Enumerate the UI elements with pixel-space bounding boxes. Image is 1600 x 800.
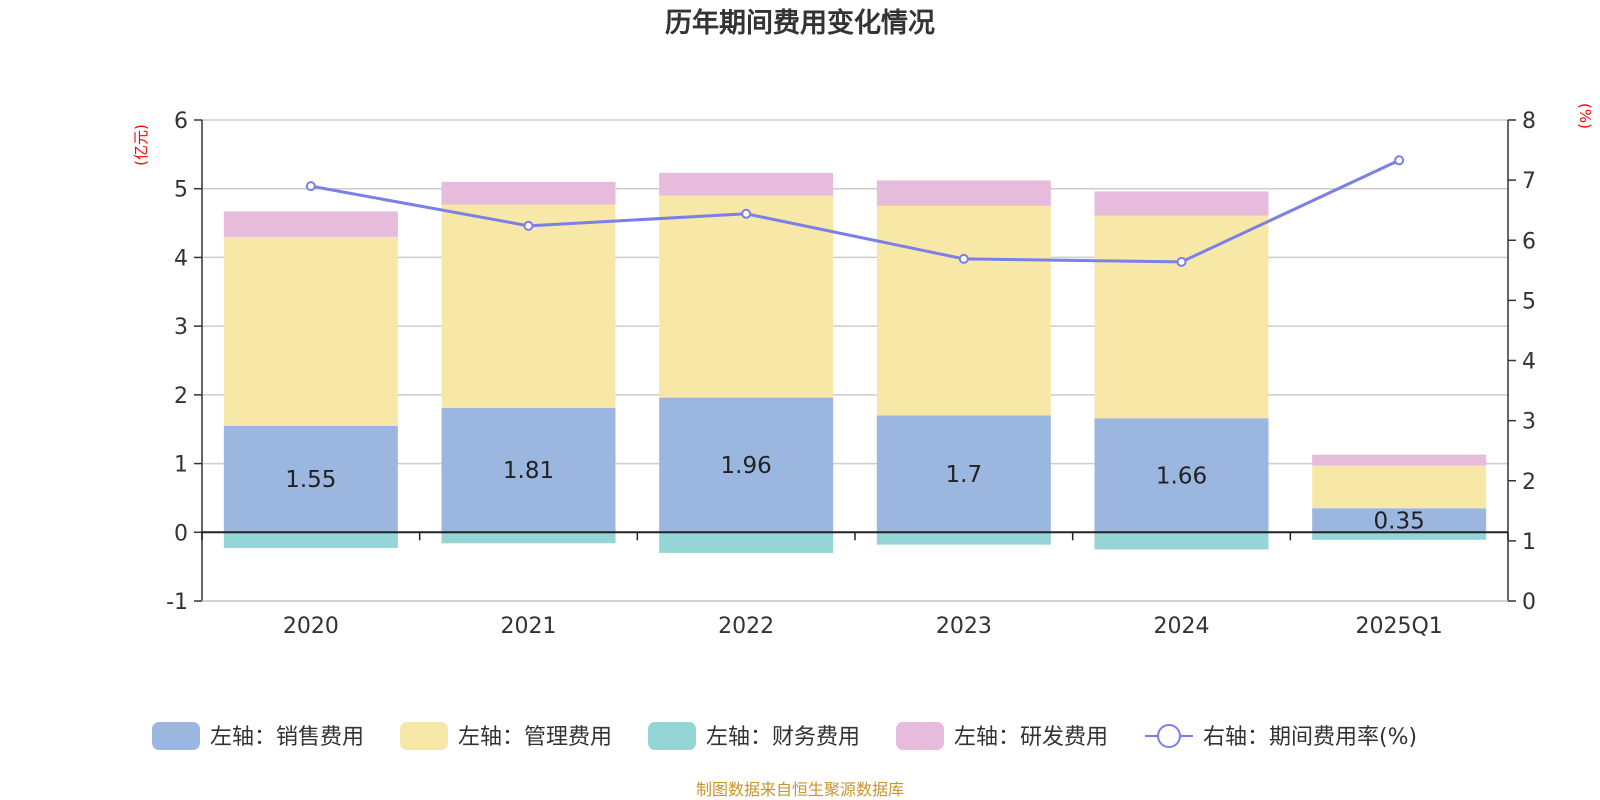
bar-左轴-管理费用	[223, 236, 398, 426]
right-tick-label: 4	[1522, 350, 1536, 375]
legend-swatch	[152, 722, 200, 750]
left-tick-label: 3	[174, 315, 188, 340]
left-tick-label: 5	[174, 178, 188, 203]
bar-左轴-销售费用	[223, 425, 398, 533]
legend-label: 左轴：研发费用	[954, 725, 1108, 750]
bar-左轴-管理费用	[1312, 465, 1487, 509]
x-tick-label: 2021	[501, 614, 557, 639]
bar-左轴-管理费用	[441, 204, 616, 408]
bar-左轴-财务费用	[659, 532, 834, 553]
rate-point	[1394, 155, 1405, 166]
left-axis-unit: (亿元)	[132, 124, 150, 166]
bar-左轴-财务费用	[1312, 532, 1487, 540]
bar-左轴-财务费用	[441, 532, 616, 544]
axes: -1 0 1 2 3 4 5 6 0 1 2 3 4 5 6 7 8 2020 2021 2022 2023 2024 20…	[166, 109, 1536, 639]
bar-value-label: 1.81	[503, 458, 554, 484]
chart-title: 历年期间费用变化情况	[665, 7, 935, 39]
x-tick-label: 2025Q1	[1356, 614, 1443, 639]
bar-左轴-管理费用	[876, 205, 1051, 416]
legend-marker	[1157, 724, 1181, 748]
legend: 左轴：销售费用 左轴：管理费用 左轴：财务费用 左轴：研发费用 右轴：期间费用率(%)	[152, 722, 1417, 750]
bar-左轴-销售费用	[441, 407, 616, 533]
rate-line-series	[305, 155, 1405, 267]
gridlines	[202, 119, 1508, 602]
rate-line	[310, 158, 1400, 264]
bar-左轴-研发费用	[223, 211, 398, 237]
bar-左轴-财务费用	[1094, 532, 1269, 550]
data-labels: 1.55 1.81 1.96 1.7 1.66 0.35	[285, 453, 1425, 534]
bar-左轴-财务费用	[876, 532, 1051, 545]
left-tick-label: 1	[174, 453, 188, 478]
bar-左轴-研发费用	[659, 172, 834, 196]
legend-swatch	[648, 722, 696, 750]
x-tick-label: 2024	[1154, 614, 1210, 639]
left-tick-label: 6	[174, 109, 188, 134]
right-tick-label: 0	[1522, 590, 1536, 615]
legend-swatch	[896, 722, 944, 750]
bar-左轴-研发费用	[876, 180, 1051, 206]
left-tick-label: 2	[174, 384, 188, 409]
bar-左轴-研发费用	[441, 181, 616, 205]
right-tick-label: 1	[1522, 530, 1536, 555]
right-tick-label: 5	[1522, 289, 1536, 314]
left-tick-label: 4	[174, 246, 188, 271]
bar-value-label: 1.66	[1156, 463, 1207, 489]
bar-左轴-销售费用	[659, 397, 834, 533]
legend-label: 左轴：财务费用	[706, 725, 860, 750]
rate-point	[305, 181, 316, 192]
x-tick-label: 2022	[718, 614, 774, 639]
right-axis-unit: (%)	[1576, 103, 1594, 129]
bar-value-label: 1.96	[721, 453, 772, 479]
bar-左轴-研发费用	[1312, 454, 1487, 466]
bar-左轴-财务费用	[223, 532, 398, 549]
x-tick-label: 2020	[283, 614, 339, 639]
bar-左轴-研发费用	[1094, 191, 1269, 216]
right-tick-label: 7	[1522, 169, 1536, 194]
bar-value-label: 1.7	[946, 462, 983, 488]
legend-label: 左轴：销售费用	[210, 725, 364, 750]
legend-label: 右轴：期间费用率(%)	[1203, 725, 1417, 750]
bar-value-label: 1.55	[285, 467, 336, 493]
bar-value-label: 0.35	[1374, 508, 1425, 534]
right-tick-label: 6	[1522, 229, 1536, 254]
legend-swatch	[400, 722, 448, 750]
x-tick-label: 2023	[936, 614, 992, 639]
left-tick-label: 0	[174, 521, 188, 546]
bar-左轴-管理费用	[1094, 215, 1269, 419]
source-note: 制图数据来自恒生聚源数据库	[696, 780, 904, 799]
legend-label: 左轴：管理费用	[458, 725, 612, 750]
bar-左轴-管理费用	[659, 195, 834, 398]
bar-左轴-销售费用	[1312, 508, 1487, 533]
left-tick-label: -1	[166, 590, 188, 615]
rate-point	[523, 220, 534, 231]
right-tick-label: 3	[1522, 410, 1536, 435]
right-tick-label: 8	[1522, 109, 1536, 134]
bar-左轴-销售费用	[1094, 418, 1269, 533]
rate-point	[1176, 256, 1187, 267]
bar-左轴-销售费用	[876, 415, 1051, 533]
rate-point	[741, 208, 752, 219]
bar-series	[223, 172, 1487, 553]
rate-point	[958, 253, 969, 264]
right-tick-label: 2	[1522, 470, 1536, 495]
